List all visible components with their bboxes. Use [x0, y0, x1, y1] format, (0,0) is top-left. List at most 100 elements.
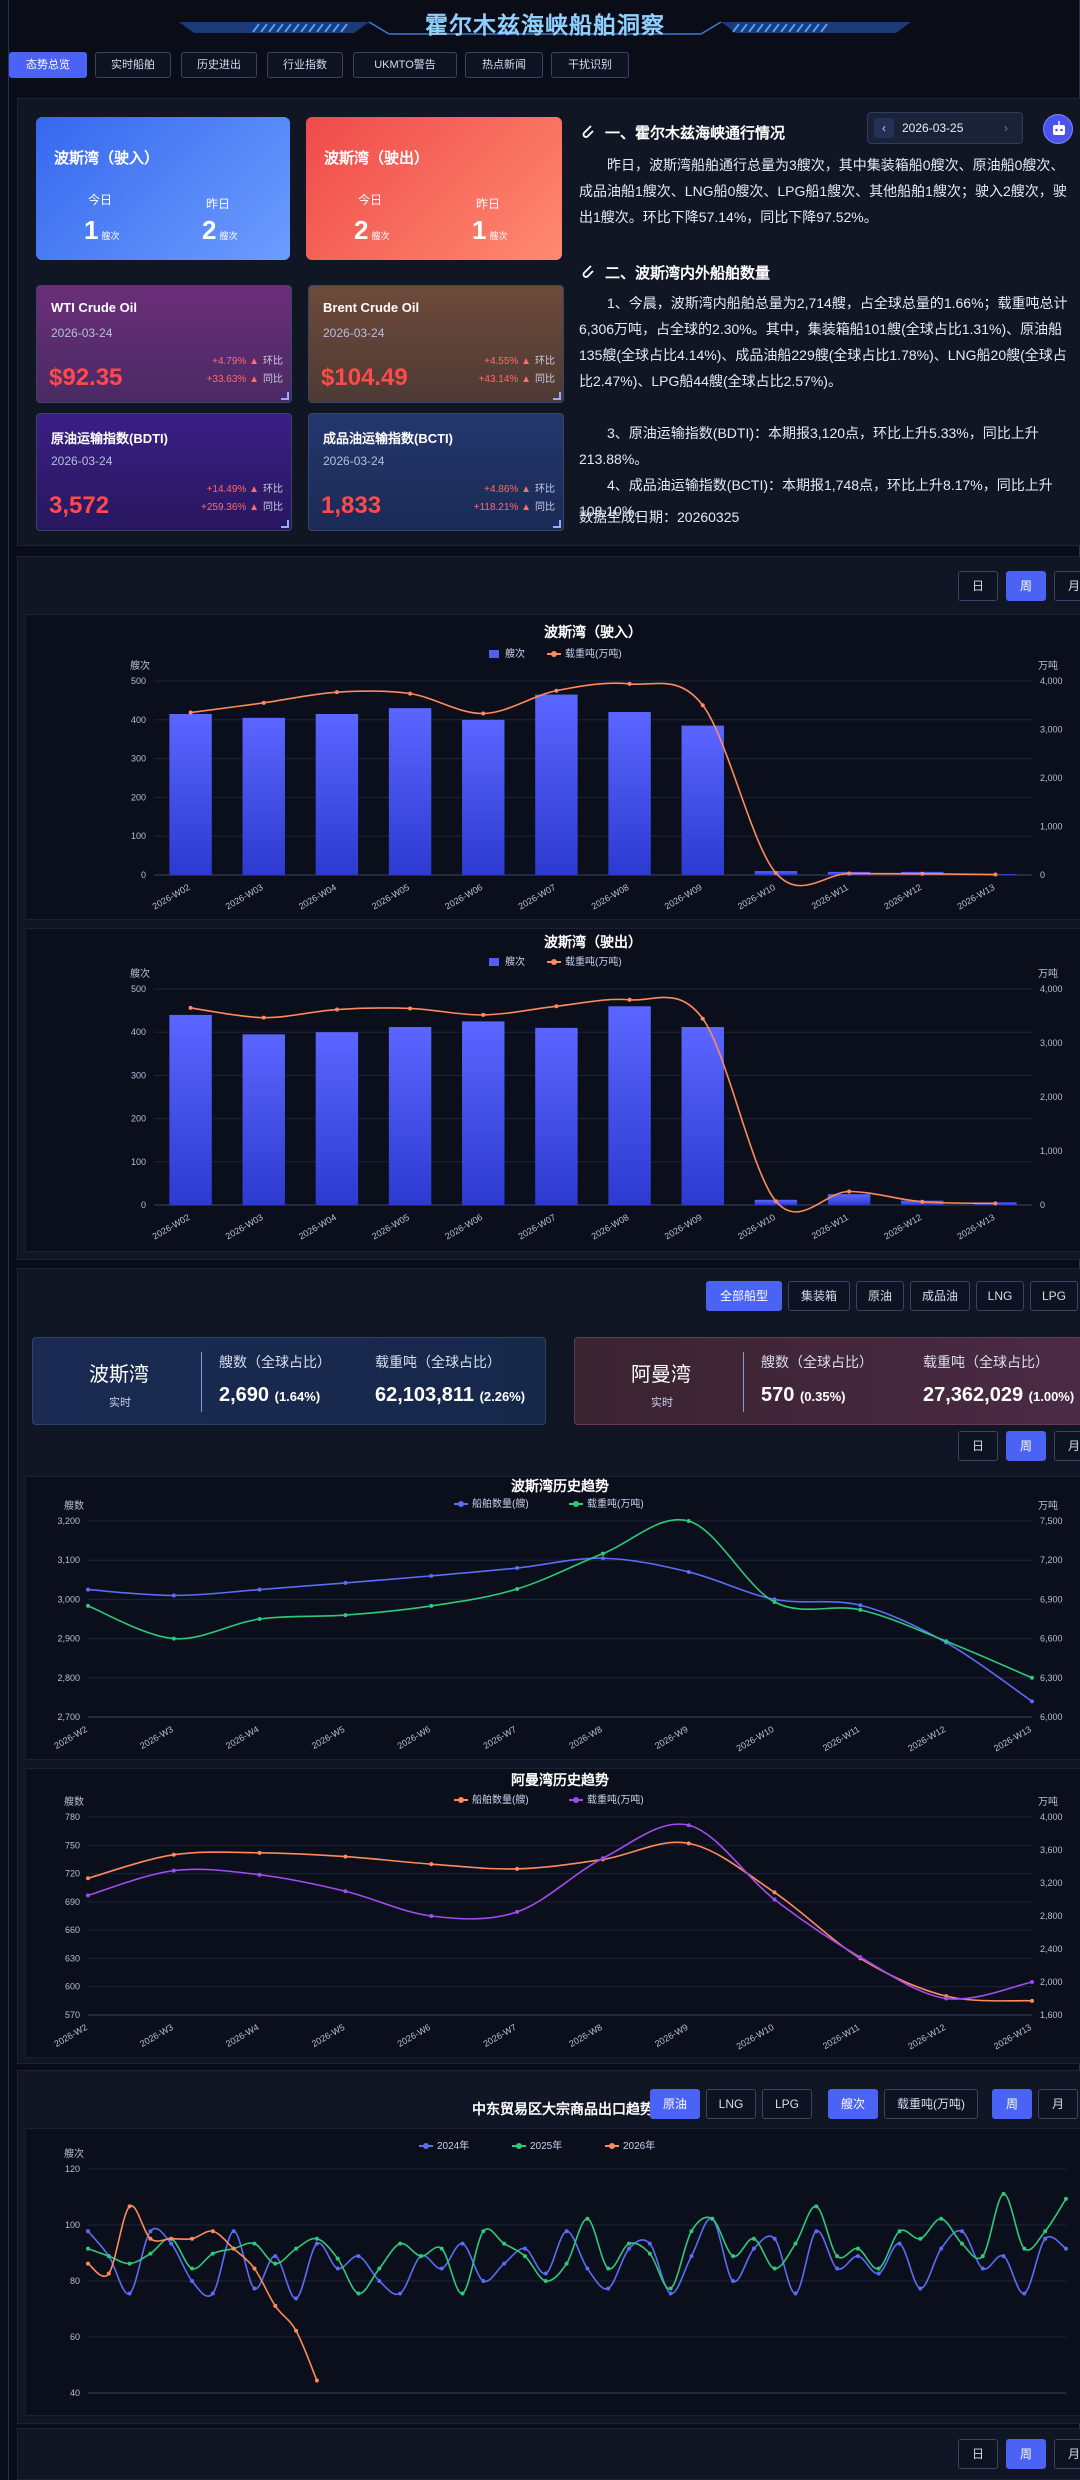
title-stripe: [820, 23, 828, 33]
tile-date: 2026-03-24: [51, 326, 113, 340]
brent-tile[interactable]: Brent Crude Oil 2026-03-24 +4.55% ▲ 环比 +4…: [308, 285, 564, 403]
y2-tick-label: 0: [1040, 1200, 1045, 1210]
x-tick-label: 2026-W13: [955, 1212, 996, 1241]
nav-tab-news[interactable]: 热点新闻: [465, 52, 543, 78]
dwt-label: 载重吨（全球占比）: [375, 1354, 501, 1370]
period-day-button[interactable]: 日: [958, 571, 998, 601]
y-axis-label: 艘次: [64, 2147, 84, 2160]
period-week-button[interactable]: 周: [1006, 1431, 1046, 1461]
period-week-button[interactable]: 周: [1006, 2439, 1046, 2469]
shiptype-lng-button[interactable]: LNG: [976, 1281, 1024, 1311]
tile-price: $104.49: [321, 364, 408, 391]
period-day-button[interactable]: 日: [958, 2439, 998, 2469]
outbound-today-label: 今日: [358, 193, 383, 207]
data-point: [334, 690, 339, 695]
title-stripe: [276, 23, 284, 33]
title-stripe: [780, 23, 788, 33]
shiptype-container-button[interactable]: 集装箱: [788, 1281, 850, 1311]
assistant-robot-icon[interactable]: [1043, 114, 1073, 144]
data-point: [515, 1866, 520, 1871]
shiptype-crude-button[interactable]: 原油: [856, 1281, 904, 1311]
bdti-tile[interactable]: 原油运输指数(BDTI) 2026-03-24 +14.49% ▲ 环比 +259…: [36, 413, 292, 531]
data-point: [554, 688, 559, 693]
series-line: [87, 1557, 1033, 1702]
y-tick-label: 0: [141, 1200, 146, 1210]
x-tick-label: 2026-W7: [481, 1724, 518, 1751]
bar: [535, 694, 578, 875]
data-point: [1030, 1998, 1034, 2003]
data-point: [502, 2261, 507, 2266]
x-tick-label: 2026-W12: [882, 1212, 923, 1241]
period-day-button[interactable]: 日: [958, 1431, 998, 1461]
measure-voyages-button[interactable]: 艘次: [828, 2089, 878, 2119]
data-point: [1022, 2246, 1027, 2251]
x-tick-label: 2026-W12: [906, 1724, 947, 1753]
next-date-icon[interactable]: ›: [1004, 121, 1008, 135]
bar: [315, 713, 359, 875]
nav-tab-interference[interactable]: 干扰识别: [551, 52, 629, 78]
y2-tick-label: 0: [1040, 870, 1045, 880]
period-week-button[interactable]: 周: [1006, 571, 1046, 601]
shiptype-lpg-button[interactable]: LPG: [1030, 1281, 1078, 1311]
data-point: [106, 2254, 111, 2259]
bcti-tile[interactable]: 成品油运输指数(BCTI) 2026-03-24 +4.86% ▲ 环比 +118…: [308, 413, 564, 531]
data-point: [855, 2254, 860, 2259]
shiptype-product-button[interactable]: 成品油: [910, 1281, 970, 1311]
legend-marker: [516, 2143, 522, 2149]
data-point: [257, 1587, 262, 1592]
data-point: [294, 2296, 299, 2301]
tile-change-yoy: +118.21% ▲ 同比: [473, 502, 555, 513]
tile-change-yoy: +43.14% ▲ 同比: [478, 374, 555, 385]
y-tick-label: 100: [65, 2220, 80, 2230]
y2-tick-label: 3,000: [1040, 1038, 1063, 1048]
y-tick-label: 40: [70, 2388, 80, 2398]
series-line: [87, 1518, 1033, 1679]
data-point: [343, 1580, 348, 1585]
cargo-lng-button[interactable]: LNG: [706, 2089, 756, 2119]
bar: [681, 725, 724, 875]
shiptype-all-button[interactable]: 全部船型: [706, 1281, 782, 1311]
tile-price: 3,572: [49, 492, 110, 519]
series-line: [87, 2193, 1067, 2295]
prev-date-icon[interactable]: ‹: [874, 118, 894, 138]
data-point: [148, 2236, 153, 2241]
date-picker[interactable]: ‹ 2026-03-25 ›: [867, 112, 1023, 144]
y2-tick-label: 2,000: [1040, 1092, 1063, 1102]
cargo-lpg-button[interactable]: LPG: [762, 2089, 812, 2119]
nav-tab-overview[interactable]: 态势总览: [9, 52, 87, 78]
period-month-button[interactable]: 月: [1038, 2089, 1078, 2119]
data-point: [876, 2266, 881, 2271]
cargo-crude-button[interactable]: 原油: [650, 2089, 700, 2119]
bar: [608, 712, 651, 875]
report-paragraph-2: 1、今晨，波斯湾内船舶总量为2,714艘，占全球总量的1.66%；载重吨总计6,…: [579, 295, 1068, 389]
nav-tab-ukmto[interactable]: UKMTO警告: [353, 52, 457, 78]
legend-swatch: [489, 650, 499, 658]
nav-tab-history[interactable]: 历史进出: [181, 52, 257, 78]
measure-dwt-button[interactable]: 载重吨(万吨): [884, 2089, 978, 2119]
inbound-title: 波斯湾（驶入）: [54, 150, 160, 167]
chart-title: 波斯湾（驶出）: [544, 934, 642, 950]
y-tick-label: 200: [131, 792, 146, 802]
period-month-button[interactable]: 月: [1054, 571, 1080, 601]
data-point: [858, 1955, 863, 1960]
data-point: [86, 1587, 90, 1592]
data-point: [429, 1573, 434, 1578]
legend-marker: [551, 959, 557, 965]
y2-axis-label: 万吨: [1038, 1499, 1058, 1512]
nav-tab-index[interactable]: 行业指数: [267, 52, 343, 78]
data-point: [86, 2246, 90, 2251]
y-tick-label: 3,000: [57, 1594, 80, 1604]
data-point: [647, 2251, 652, 2256]
title-stripe: [796, 23, 804, 33]
data-point: [171, 1636, 176, 1641]
x-tick-label: 2026-W10: [736, 882, 777, 911]
period-month-button[interactable]: 月: [1054, 2439, 1080, 2469]
data-point: [429, 1914, 434, 1918]
period-week-button[interactable]: 周: [992, 2089, 1032, 2119]
bar: [388, 708, 432, 875]
export-trend-chart: 2024年 2025年 2026年 艘次 40 60 80 100 120: [25, 2128, 1080, 2416]
period-month-button[interactable]: 月: [1054, 1431, 1080, 1461]
data-point: [772, 1600, 777, 1605]
wti-tile[interactable]: WTI Crude Oil 2026-03-24 +4.79% ▲ 环比 +33.…: [36, 285, 292, 403]
nav-tab-realtime[interactable]: 实时船舶: [95, 52, 171, 78]
